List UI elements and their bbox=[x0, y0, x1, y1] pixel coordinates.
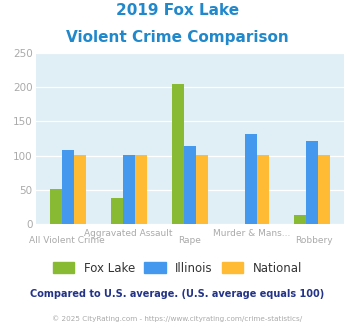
Bar bbox=[74, 155, 86, 224]
Bar bbox=[50, 189, 62, 224]
Legend: Fox Lake, Illinois, National: Fox Lake, Illinois, National bbox=[53, 262, 302, 275]
Bar bbox=[135, 155, 147, 224]
Bar bbox=[318, 155, 330, 224]
Bar bbox=[196, 155, 208, 224]
Text: Murder & Mans...: Murder & Mans... bbox=[213, 229, 290, 238]
Bar bbox=[110, 198, 123, 224]
Text: Rape: Rape bbox=[179, 236, 201, 245]
Text: All Violent Crime: All Violent Crime bbox=[28, 236, 104, 245]
Text: Robbery: Robbery bbox=[295, 236, 332, 245]
Bar bbox=[306, 141, 318, 224]
Bar bbox=[245, 135, 257, 224]
Text: Compared to U.S. average. (U.S. average equals 100): Compared to U.S. average. (U.S. average … bbox=[31, 289, 324, 299]
Bar bbox=[294, 215, 306, 224]
Bar bbox=[62, 149, 74, 224]
Bar bbox=[123, 155, 135, 224]
Text: 2019 Fox Lake: 2019 Fox Lake bbox=[116, 3, 239, 18]
Bar bbox=[171, 84, 184, 224]
Bar bbox=[257, 155, 269, 224]
Text: Aggravated Assault: Aggravated Assault bbox=[84, 229, 173, 238]
Bar bbox=[184, 146, 196, 224]
Text: © 2025 CityRating.com - https://www.cityrating.com/crime-statistics/: © 2025 CityRating.com - https://www.city… bbox=[53, 315, 302, 322]
Text: Violent Crime Comparison: Violent Crime Comparison bbox=[66, 30, 289, 45]
